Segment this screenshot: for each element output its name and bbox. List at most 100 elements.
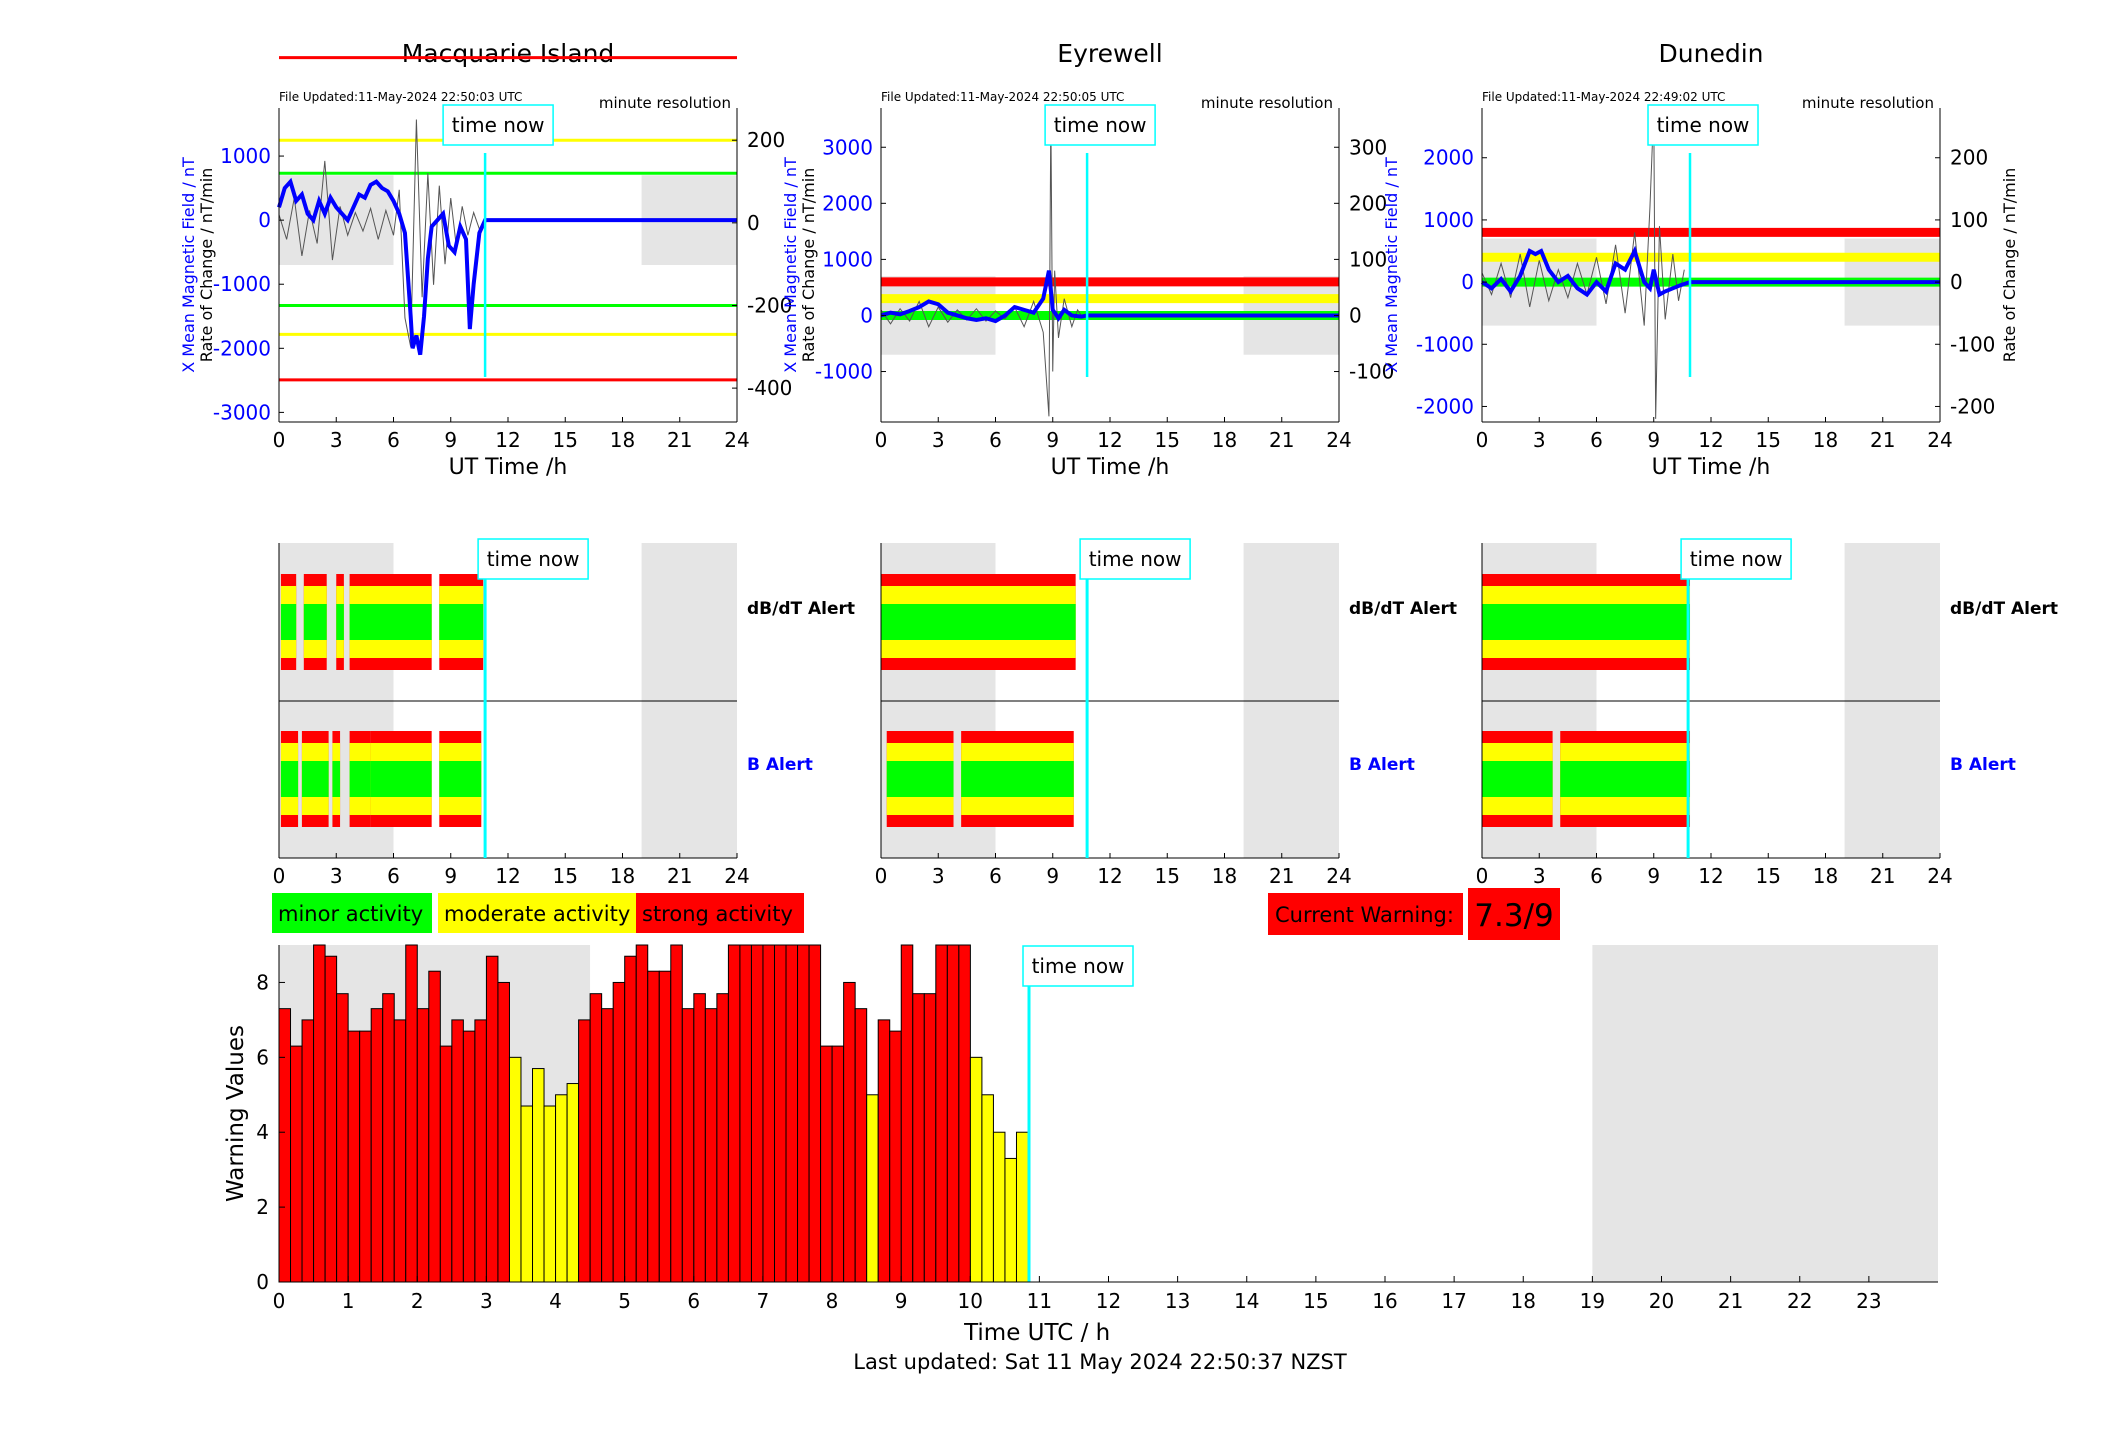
warning-bar xyxy=(981,1094,994,1283)
x-tick-label: 15 xyxy=(1155,428,1180,452)
warning-bar xyxy=(324,955,338,1283)
station-title: Eyrewell xyxy=(1057,39,1162,68)
x-tick-label: 21 xyxy=(667,428,692,452)
y-left-tick-label: -1000 xyxy=(1416,332,1474,356)
rate-series-line xyxy=(880,113,1084,417)
x-tick-label: 18 xyxy=(610,864,635,888)
warning-bar xyxy=(578,1019,591,1283)
x-tick-label: 24 xyxy=(1927,864,1952,888)
warning-bar xyxy=(382,993,395,1283)
b-alert-label: B Alert xyxy=(747,755,813,775)
alert-panel-3: time now dB/dT Alert B Alert 0 3 6 9 12 15 18 21 24 xyxy=(1476,538,2058,888)
rate-series-line xyxy=(1481,107,1685,419)
y-left-tick-label: 1000 xyxy=(1423,208,1474,232)
warning-bar xyxy=(439,1045,453,1283)
x-tick-label: 7 xyxy=(757,1289,770,1313)
x-tick-label: 24 xyxy=(1326,864,1351,888)
warning-bar xyxy=(704,1008,718,1283)
x-axis-label: Time UTC / h xyxy=(963,1320,1110,1346)
b-band-1-2 xyxy=(1560,761,1691,797)
current-warning-box xyxy=(1268,893,1463,935)
time-now-box xyxy=(442,104,554,146)
time-now-label: time now xyxy=(452,113,545,137)
y-left-tick-label: -3000 xyxy=(213,400,271,424)
activity-legend: minor activity moderate activity strong ac… xyxy=(272,888,1560,940)
warning-bar xyxy=(992,1131,1006,1283)
x-tick-label: 21 xyxy=(1870,864,1895,888)
x-axis-label: UT Time /h xyxy=(1051,455,1170,480)
warning-bar xyxy=(820,1045,833,1283)
time-now-box xyxy=(477,538,589,580)
x-tick-label: 12 xyxy=(1097,428,1122,452)
warning-bar xyxy=(347,1030,361,1283)
night-shade-1 xyxy=(1592,945,1938,1282)
warning-bar xyxy=(866,1094,879,1283)
panel-2: Eyrewell File Updated:11-May-2024 22:50:0… xyxy=(781,39,1394,480)
warning-bar xyxy=(739,944,752,1283)
warning-bar xyxy=(635,944,649,1283)
y-left-axis-label: X Mean Magnetic Field / nT xyxy=(1382,157,1401,373)
b-band-0-2 xyxy=(1482,761,1553,797)
x-tick-label: 9 xyxy=(444,428,457,452)
dbdt-band-0-2 xyxy=(1482,604,1691,640)
warning-bar xyxy=(693,993,706,1283)
x-tick-label: 21 xyxy=(1269,864,1294,888)
x-tick-label: 21 xyxy=(1870,428,1895,452)
x-tick-label: 0 xyxy=(273,428,286,452)
x-tick-label: 24 xyxy=(724,428,749,452)
x-tick-label: 6 xyxy=(387,864,400,888)
x-tick-label: 9 xyxy=(444,864,457,888)
x-tick-label: 21 xyxy=(667,864,692,888)
warning-bar xyxy=(336,993,349,1283)
x-tick-label: 18 xyxy=(1212,864,1237,888)
b-band-4-2 xyxy=(370,761,432,797)
x-tick-label: 15 xyxy=(1756,864,1781,888)
warning-bar xyxy=(462,1030,476,1283)
field-series-line xyxy=(880,270,1339,324)
b-band-2-2 xyxy=(332,761,341,797)
legend-swatch-0 xyxy=(272,893,432,933)
alert-panel-1: time now dB/dT Alert B Alert 0 3 6 9 12 15 18 21 24 xyxy=(273,538,855,888)
dbdt-alert-label: dB/dT Alert xyxy=(747,599,855,619)
time-now-box xyxy=(1022,945,1134,987)
warning-bar xyxy=(474,1019,487,1283)
y-left-axis-label: X Mean Magnetic Field / nT xyxy=(179,157,198,373)
x-tick-label: 18 xyxy=(1813,428,1838,452)
warning-bar xyxy=(877,1019,891,1283)
x-tick-label: 6 xyxy=(989,428,1002,452)
y-left-tick-label: -2000 xyxy=(1416,394,1474,418)
station-title: Macquarie Island xyxy=(402,39,615,68)
current-warning-label: Current Warning: xyxy=(1275,903,1454,927)
x-tick-label: 9 xyxy=(1647,428,1660,452)
field-series-line xyxy=(1480,245,1940,298)
resolution-text: minute resolution xyxy=(599,94,731,112)
dbdt-band-0-2 xyxy=(280,604,297,640)
warning-bar xyxy=(670,944,683,1283)
b-alert-label: B Alert xyxy=(1349,755,1415,775)
panel-3: Dunedin File Updated:11-May-2024 22:49:02… xyxy=(1382,39,2019,480)
warning-bar xyxy=(912,993,925,1283)
file-updated-text: File Updated:11-May-2024 22:50:05 UTC xyxy=(881,90,1124,104)
x-tick-label: 6 xyxy=(989,864,1002,888)
y-left-tick-label: 1000 xyxy=(220,144,271,168)
dbdt-band-5-2 xyxy=(439,604,484,640)
y-tick-label: 6 xyxy=(256,1045,269,1069)
warning-bar xyxy=(797,944,810,1283)
y-right-tick-label: -400 xyxy=(747,376,792,400)
current-warning-value: 7.3/9 xyxy=(1474,898,1553,934)
b-band-1-2 xyxy=(961,761,1074,797)
y-left-tick-label: -1000 xyxy=(213,272,271,296)
x-tick-label: 5 xyxy=(618,1289,631,1313)
warning-bar xyxy=(843,981,856,1283)
time-now-box xyxy=(1044,104,1156,146)
x-tick-label: 3 xyxy=(330,428,343,452)
resolution-text: minute resolution xyxy=(1201,94,1333,112)
warning-bar xyxy=(969,1056,983,1283)
dbdt-alert-label: dB/dT Alert xyxy=(1349,599,1457,619)
x-tick-label: 3 xyxy=(1533,428,1546,452)
warning-bar xyxy=(923,993,937,1283)
x-tick-label: 0 xyxy=(273,1289,286,1313)
x-axis-label: UT Time /h xyxy=(1652,455,1771,480)
y-left-tick-label: 3000 xyxy=(822,135,873,159)
